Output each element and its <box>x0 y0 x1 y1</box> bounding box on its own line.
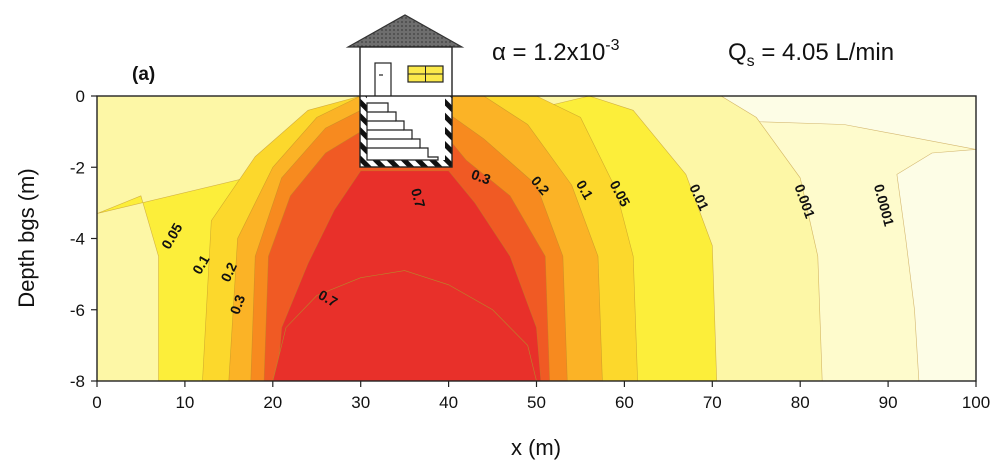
basement-stairs <box>366 102 439 161</box>
basement-floor <box>360 160 452 167</box>
x-tick-label: 80 <box>791 393 810 412</box>
basement-wall-right <box>445 96 452 167</box>
x-tick-label: 40 <box>439 393 458 412</box>
x-tick-label: 30 <box>351 393 370 412</box>
contour-label-0.3: 0.3 <box>469 166 493 188</box>
y-tick-label: -4 <box>70 230 85 249</box>
panel-label: (a) <box>132 64 155 85</box>
y-axis: 0 -2 -4 -6 -8 <box>70 87 97 391</box>
alpha-annotation: α = 1.2x10-3 <box>492 37 620 66</box>
contour-label-left-0.2: 0.2 <box>217 260 240 285</box>
basement <box>360 96 452 167</box>
contour-core <box>272 270 537 381</box>
basement-wall-left <box>360 96 367 167</box>
contour-label-left-0.3: 0.3 <box>226 292 248 316</box>
x-tick-label: 50 <box>527 393 546 412</box>
x-tick-label: 20 <box>263 393 282 412</box>
y-axis-label: Depth bgs (m) <box>14 168 39 307</box>
y-tick-label: 0 <box>76 87 85 106</box>
x-tick-label: 100 <box>962 393 990 412</box>
contour-label-0.7: 0.7 <box>408 187 429 210</box>
house-door <box>374 62 392 98</box>
x-tick-label: 10 <box>175 393 194 412</box>
x-tick-label: 90 <box>879 393 898 412</box>
x-tick-label: 70 <box>703 393 722 412</box>
x-tick-label: 60 <box>615 393 634 412</box>
x-axis-label: x (m) <box>511 435 561 460</box>
y-tick-label: -6 <box>70 301 85 320</box>
y-tick-label: -2 <box>70 158 85 177</box>
y-tick-label: -8 <box>70 372 85 391</box>
flow-annotation: Qs = 4.05 L/min <box>728 39 894 70</box>
x-tick-label: 0 <box>92 393 101 412</box>
x-axis: 0 10 20 30 40 50 60 70 80 90 100 <box>92 381 990 412</box>
house-illustration <box>345 14 465 168</box>
house-roof <box>345 14 465 48</box>
plot-area <box>97 96 976 381</box>
